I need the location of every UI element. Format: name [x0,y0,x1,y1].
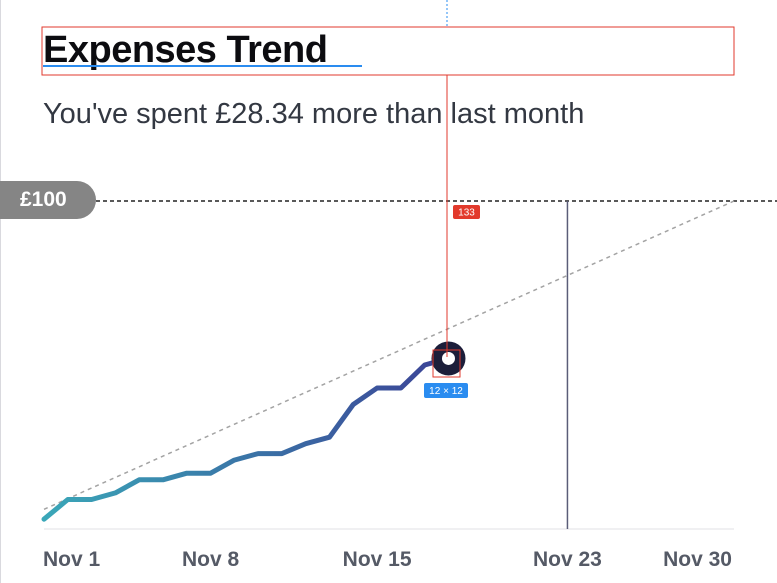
size-badge-label: 12 × 12 [429,386,463,397]
budget-badge-label: £100 [20,188,67,211]
title-selection-box [41,26,735,76]
x-tick-label: Nov 8 [182,548,240,571]
distance-badge-label: 133 [458,208,475,219]
trend-line [43,200,735,511]
distance-badge [453,205,480,219]
point-selection-box [432,349,461,378]
chart-subtitle: You've spent £28.34 more than last month [43,98,585,130]
budget-badge: £100 [0,181,96,219]
spending-line [41,355,451,522]
inspector-overlay: 133 12 × 12 [41,0,735,398]
size-badge [424,383,468,398]
x-tick-labels: Nov 1 Nov 8 Nov 15 Nov 23 Nov 30 [43,548,732,571]
current-point-dot [441,351,455,365]
chart-title: Expenses Trend [43,29,328,71]
x-tick-label: Nov 15 [343,548,412,571]
x-tick-label: Nov 30 [663,548,732,571]
x-tick-label: Nov 23 [533,548,602,571]
page-edge [0,0,1,583]
x-tick-label: Nov 1 [43,548,101,571]
